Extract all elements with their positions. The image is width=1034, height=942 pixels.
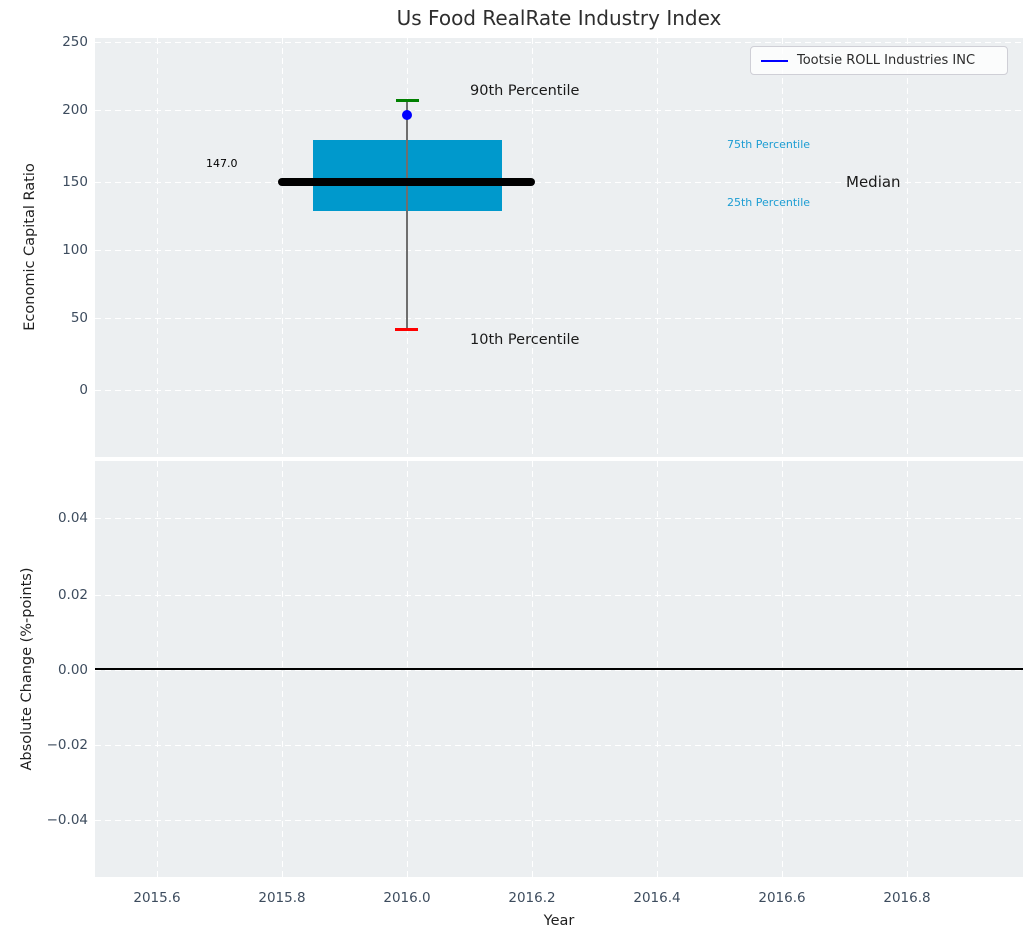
top-y-axis-label: Economic Capital Ratio (22, 97, 38, 397)
boxplot-iqr-box (313, 140, 502, 211)
gridline (95, 518, 1023, 519)
legend-series-label: Tootsie ROLL Industries INC (797, 53, 975, 68)
median-annotation: Median (846, 173, 901, 191)
ytick-label: 50 (0, 310, 88, 326)
gridline (95, 42, 1023, 43)
xtick-label: 2016.0 (362, 890, 452, 906)
company-marker (402, 110, 412, 120)
p90-annotation: 90th Percentile (470, 83, 579, 99)
gridline (282, 38, 283, 457)
ytick-label: 0.00 (0, 662, 88, 678)
p25-annotation: 25th Percentile (727, 196, 810, 209)
boxplot-90th-cap (396, 99, 419, 102)
boxplot-median-line (278, 178, 535, 186)
gridline (95, 745, 1023, 746)
gridline (95, 390, 1023, 391)
chart-title: Us Food RealRate Industry Index (95, 6, 1023, 30)
gridline (95, 595, 1023, 596)
boxplot-whisker (406, 101, 408, 330)
ytick-label: 200 (0, 102, 88, 118)
bottom-plot-area (95, 461, 1023, 877)
ytick-label: 150 (0, 174, 88, 190)
figure: Us Food RealRate Industry Index 147.0 90… (0, 0, 1034, 942)
ytick-label: 250 (0, 34, 88, 50)
legend: Tootsie ROLL Industries INC (750, 46, 1008, 75)
ytick-label: 0.02 (0, 587, 88, 603)
ytick-label: −0.04 (0, 812, 88, 828)
gridline (95, 820, 1023, 821)
p10-annotation: 10th Percentile (470, 332, 579, 348)
median-value-annotation: 147.0 (206, 157, 238, 170)
ytick-label: 0 (0, 382, 88, 398)
ytick-label: −0.02 (0, 737, 88, 753)
gridline (95, 250, 1023, 251)
xtick-label: 2016.4 (612, 890, 702, 906)
xtick-label: 2016.6 (737, 890, 827, 906)
x-axis-label: Year (519, 913, 599, 929)
zero-change-line (95, 668, 1023, 670)
gridline (95, 318, 1023, 319)
gridline (907, 38, 908, 457)
xtick-label: 2015.8 (237, 890, 327, 906)
gridline (782, 38, 783, 457)
top-plot-area: 147.0 90th Percentile 10th Percentile 75… (95, 38, 1023, 457)
ytick-label: 0.04 (0, 510, 88, 526)
legend-line-sample-icon (761, 60, 788, 62)
gridline (157, 38, 158, 457)
xtick-label: 2016.8 (862, 890, 952, 906)
p75-annotation: 75th Percentile (727, 138, 810, 151)
gridline (657, 38, 658, 457)
gridline (95, 110, 1023, 111)
ytick-label: 100 (0, 242, 88, 258)
gridline (95, 670, 1023, 671)
xtick-label: 2015.6 (112, 890, 202, 906)
xtick-label: 2016.2 (487, 890, 577, 906)
gridline (532, 38, 533, 457)
boxplot-10th-cap (395, 328, 418, 331)
bottom-y-axis-label: Absolute Change (%-points) (19, 519, 35, 819)
